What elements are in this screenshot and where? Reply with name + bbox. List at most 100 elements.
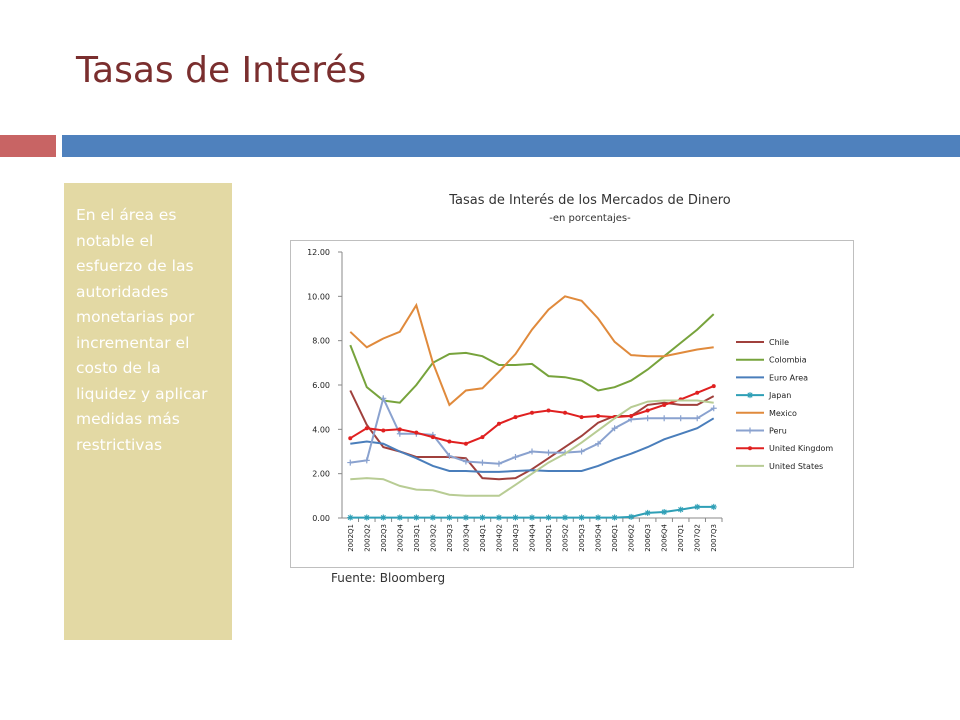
data-point (530, 410, 534, 415)
data-point (446, 514, 453, 521)
chart-source: Fuente: Bloomberg (331, 571, 446, 585)
x-tick-label: 2002Q2 (363, 524, 371, 552)
x-tick-label: 2003Q1 (413, 524, 421, 552)
chart-subtitle: -en porcentajes- (549, 213, 631, 224)
data-point (579, 415, 584, 420)
data-point (364, 426, 369, 431)
data-point (629, 414, 634, 419)
x-tick-label: 2003Q2 (429, 524, 437, 552)
series-line-united-states (350, 399, 714, 497)
data-point (381, 428, 386, 433)
y-tick-label: 12.00 (307, 248, 330, 257)
data-point (645, 408, 650, 413)
legend-marker (747, 427, 753, 434)
data-point (463, 441, 468, 446)
data-point (512, 454, 519, 461)
data-point (595, 514, 602, 521)
legend-label: Peru (769, 427, 787, 436)
legend-label: United Kingdom (769, 444, 833, 453)
x-tick-label: 2004Q4 (529, 523, 537, 551)
data-point (546, 408, 551, 413)
data-point (694, 415, 701, 422)
data-point (711, 384, 716, 389)
data-point (661, 415, 668, 422)
slide-title: Tasas de Interés (76, 50, 367, 91)
accent-bar-red (0, 135, 56, 157)
x-tick-label: 2007Q3 (710, 524, 718, 552)
data-point (644, 415, 651, 422)
legend-label: Euro Area (769, 373, 808, 382)
data-point (414, 430, 419, 435)
x-tick-label: 2002Q3 (380, 524, 388, 552)
x-tick-label: 2002Q1 (347, 524, 355, 552)
data-point (396, 430, 403, 437)
x-tick-label: 2003Q4 (462, 523, 470, 551)
y-tick-label: 6.00 (312, 381, 330, 390)
data-point (545, 514, 552, 521)
series-line-euro-area (350, 417, 715, 473)
data-point (695, 390, 700, 395)
data-point (677, 415, 684, 422)
data-point (595, 440, 602, 447)
data-point (628, 513, 635, 520)
x-tick-label: 2005Q4 (595, 523, 603, 551)
y-tick-label: 0.00 (312, 514, 330, 523)
x-tick-label: 2006Q3 (644, 524, 652, 552)
x-tick-label: 2004Q1 (479, 524, 487, 552)
x-tick-label: 2006Q2 (628, 524, 636, 552)
data-point (563, 410, 568, 415)
x-tick-label: 2005Q1 (545, 524, 553, 552)
x-tick-label: 2002Q4 (396, 523, 404, 551)
data-point (611, 425, 618, 432)
data-point (596, 414, 601, 419)
x-tick-label: 2007Q1 (677, 524, 685, 552)
data-point (363, 514, 370, 521)
x-tick-label: 2005Q3 (578, 524, 586, 552)
x-tick-label: 2004Q2 (495, 524, 503, 552)
data-point (578, 514, 585, 521)
y-tick-label: 10.00 (307, 292, 330, 301)
data-point (529, 514, 535, 521)
data-point (480, 435, 485, 440)
x-tick-label: 2004Q3 (512, 524, 520, 552)
x-tick-label: 2007Q2 (694, 524, 702, 552)
side-text-box: En el área es notable el esfuerzo de las… (64, 183, 232, 640)
legend-label: Japan (768, 391, 791, 400)
data-point (710, 405, 717, 412)
y-tick-label: 4.00 (312, 425, 330, 434)
data-point (348, 436, 353, 441)
data-point (447, 439, 452, 444)
data-point (512, 514, 519, 521)
x-tick-label: 2003Q3 (446, 524, 454, 552)
data-point (479, 514, 486, 521)
data-point (495, 514, 502, 521)
data-point (380, 514, 387, 521)
x-tick-label: 2006Q1 (611, 524, 619, 552)
x-tick-label: 2005Q2 (562, 524, 570, 552)
data-point (562, 514, 569, 521)
data-point (644, 509, 651, 516)
data-point (429, 514, 436, 521)
legend-marker (748, 446, 752, 451)
data-point (430, 435, 435, 440)
data-point (462, 514, 469, 521)
y-tick-label: 2.00 (312, 470, 330, 479)
data-point (694, 503, 701, 510)
data-point (363, 457, 370, 464)
data-point (347, 514, 354, 521)
line-chart: 0.00 2.00 4.00 6.00 8.00 10.00 12.00 2002Q1 2002… (307, 248, 833, 552)
chart-title: Tasas de Interés de los Mercados de Dine… (449, 193, 731, 208)
series-line-mexico (349, 295, 714, 407)
legend-marker (747, 392, 753, 399)
data-point (513, 415, 518, 420)
data-point (479, 459, 486, 466)
data-point (496, 421, 501, 426)
data-point (662, 402, 667, 407)
data-point (347, 459, 354, 466)
data-point (677, 506, 684, 513)
data-point (462, 458, 469, 465)
data-point (710, 503, 717, 510)
data-point (380, 395, 387, 402)
series-line-united-kingdom (349, 385, 715, 445)
legend-label: United States (769, 462, 823, 471)
